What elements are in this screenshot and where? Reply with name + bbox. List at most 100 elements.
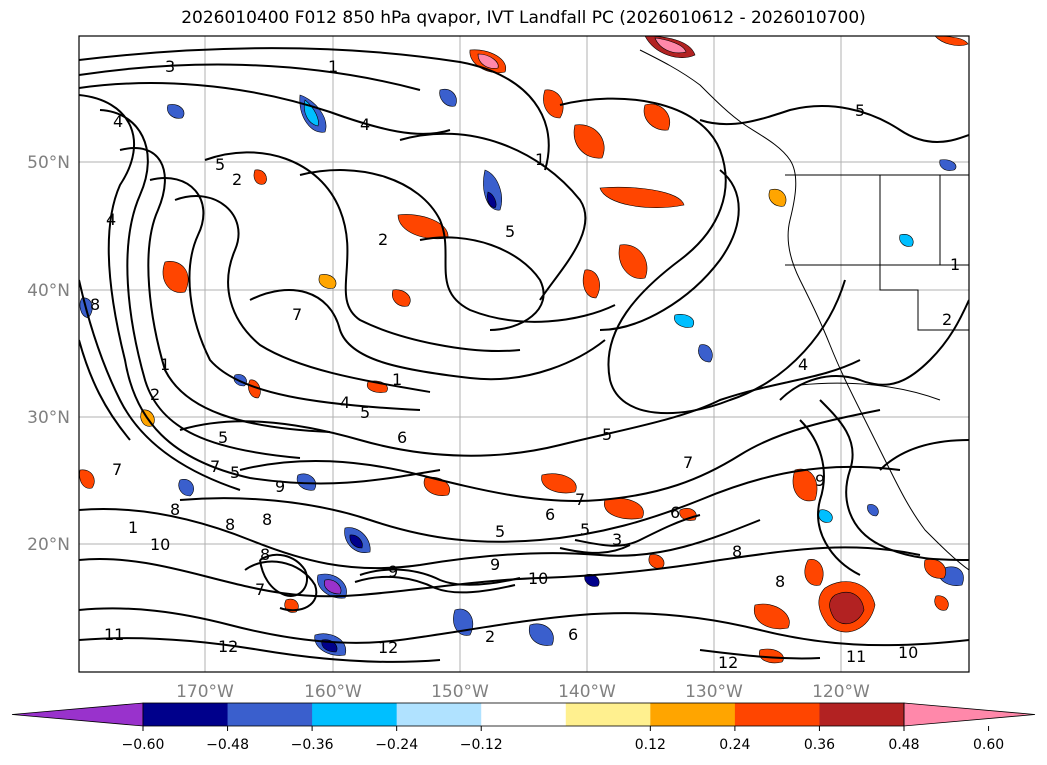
contour-label: 1 (535, 150, 545, 169)
contour-label: 5 (602, 425, 612, 444)
lat-label: 30°N (27, 408, 70, 428)
colorbar-ticks: −0.60 −0.48 −0.36 −0.24 −0.12 0.12 0.24 0.36 0.4… (122, 726, 1004, 753)
colorbar-segment (819, 703, 905, 726)
contour-label: 8 (732, 542, 742, 561)
colorbar-segment (481, 703, 567, 726)
contour-label: 7 (112, 460, 122, 479)
lon-label: 160°W (304, 682, 362, 702)
contour-label: 12 (378, 638, 398, 657)
map-frame (78, 35, 970, 673)
contour-label: 5 (505, 222, 515, 241)
lon-label: 130°W (685, 682, 743, 702)
colorbar-tick-label: 0.36 (804, 737, 835, 753)
contour-label: 6 (545, 505, 555, 524)
contour-label: 4 (798, 355, 808, 374)
contour-label: 5 (218, 428, 228, 447)
colorbar-tick-label: 0.60 (973, 737, 1004, 753)
contour-label: 7 (575, 490, 585, 509)
contour-label: 4 (106, 210, 116, 229)
lon-label: 170°W (176, 682, 234, 702)
contour-label: 5 (360, 403, 370, 422)
contour-label: 1 (160, 355, 170, 374)
contour-label: 8 (260, 545, 270, 564)
colorbar-extend-left (11, 702, 144, 727)
contour-label: 2 (378, 230, 388, 249)
plot-title: 2026010400 F012 850 hPa qvapor, IVT Land… (181, 8, 866, 28)
contour-labels: 3 1 4 5 2 4 1 5 4 5 2 7 8 1 2 1 4 5 6 5 … (90, 57, 960, 672)
qvapor-shading (79, 36, 969, 664)
contour-label: 1 (950, 255, 960, 274)
contour-label: 9 (275, 477, 285, 496)
contour-label: 5 (230, 463, 240, 482)
colorbar-segment (734, 703, 820, 726)
contour-label: 5 (495, 522, 505, 541)
contour-label: 7 (210, 457, 220, 476)
colorbar-tick-label: −0.24 (375, 737, 418, 753)
latitude-labels: 50°N 40°N 30°N 20°N (27, 153, 70, 555)
contour-label: 2 (485, 627, 495, 646)
contour-label: 7 (255, 580, 265, 599)
colorbar: −0.60 −0.48 −0.36 −0.24 −0.12 0.12 0.24 0.36 0.4… (11, 702, 1036, 753)
contour-label: 1 (392, 370, 402, 389)
colorbar-segments (11, 702, 1036, 727)
lat-label: 20°N (27, 535, 70, 555)
lat-label: 50°N (27, 153, 70, 173)
longitude-labels: 170°W 160°W 150°W 140°W 130°W 120°W (176, 682, 870, 702)
colorbar-tick-label: 0.48 (888, 737, 919, 753)
colorbar-tick-label: −0.12 (460, 737, 503, 753)
lat-label: 40°N (27, 281, 70, 301)
contour-label: 8 (225, 515, 235, 534)
contour-label: 5 (580, 520, 590, 539)
contour-label: 8 (775, 572, 785, 591)
contour-label: 12 (218, 637, 238, 656)
colorbar-extend-right (903, 702, 1036, 727)
contour-label: 4 (360, 115, 370, 134)
colorbar-tick-label: −0.36 (291, 737, 334, 753)
contour-label: 3 (165, 57, 175, 76)
contour-label: 10 (528, 569, 548, 588)
colorbar-segment (565, 703, 651, 726)
contour-label: 7 (292, 305, 302, 324)
contour-label: 9 (815, 471, 825, 490)
contour-label: 9 (388, 562, 398, 581)
contour-label: 1 (328, 57, 338, 76)
contour-label: 10 (898, 643, 918, 662)
contour-label: 4 (113, 112, 123, 131)
contour-label: 4 (340, 393, 350, 412)
lon-label: 140°W (558, 682, 616, 702)
contour-label: 7 (683, 453, 693, 472)
contour-label: 2 (942, 310, 952, 329)
contour-label: 5 (855, 101, 865, 120)
contour-label: 11 (846, 647, 866, 666)
colorbar-tick-label: −0.60 (122, 737, 165, 753)
contour-label: 8 (90, 295, 100, 314)
colorbar-segment (650, 703, 736, 726)
contour-label: 6 (670, 503, 680, 522)
contour-label: 6 (397, 428, 407, 447)
colorbar-segment (312, 703, 398, 726)
colorbar-tick-label: −0.48 (206, 737, 249, 753)
contour-label: 5 (215, 155, 225, 174)
colorbar-tick-label: 0.24 (719, 737, 750, 753)
contour-label: 9 (490, 555, 500, 574)
map-background (79, 36, 969, 672)
contour-label: 6 (568, 625, 578, 644)
contour-label: 1 (128, 518, 138, 537)
coastlines (639, 49, 969, 571)
colorbar-segment (143, 703, 229, 726)
contour-label: 10 (150, 535, 170, 554)
contour-label: 12 (718, 653, 738, 672)
contour-label: 8 (262, 510, 272, 529)
colorbar-segment (227, 703, 313, 726)
lon-label: 120°W (812, 682, 870, 702)
contour-label: 2 (232, 170, 242, 189)
contour-label: 3 (612, 530, 622, 549)
lon-label: 150°W (431, 682, 489, 702)
ivt-contours (79, 47, 969, 663)
colorbar-frame (142, 702, 905, 727)
contour-label: 2 (150, 385, 160, 404)
colorbar-tick-label: 0.12 (635, 737, 666, 753)
colorbar-segment (396, 703, 482, 726)
contour-label: 8 (170, 500, 180, 519)
